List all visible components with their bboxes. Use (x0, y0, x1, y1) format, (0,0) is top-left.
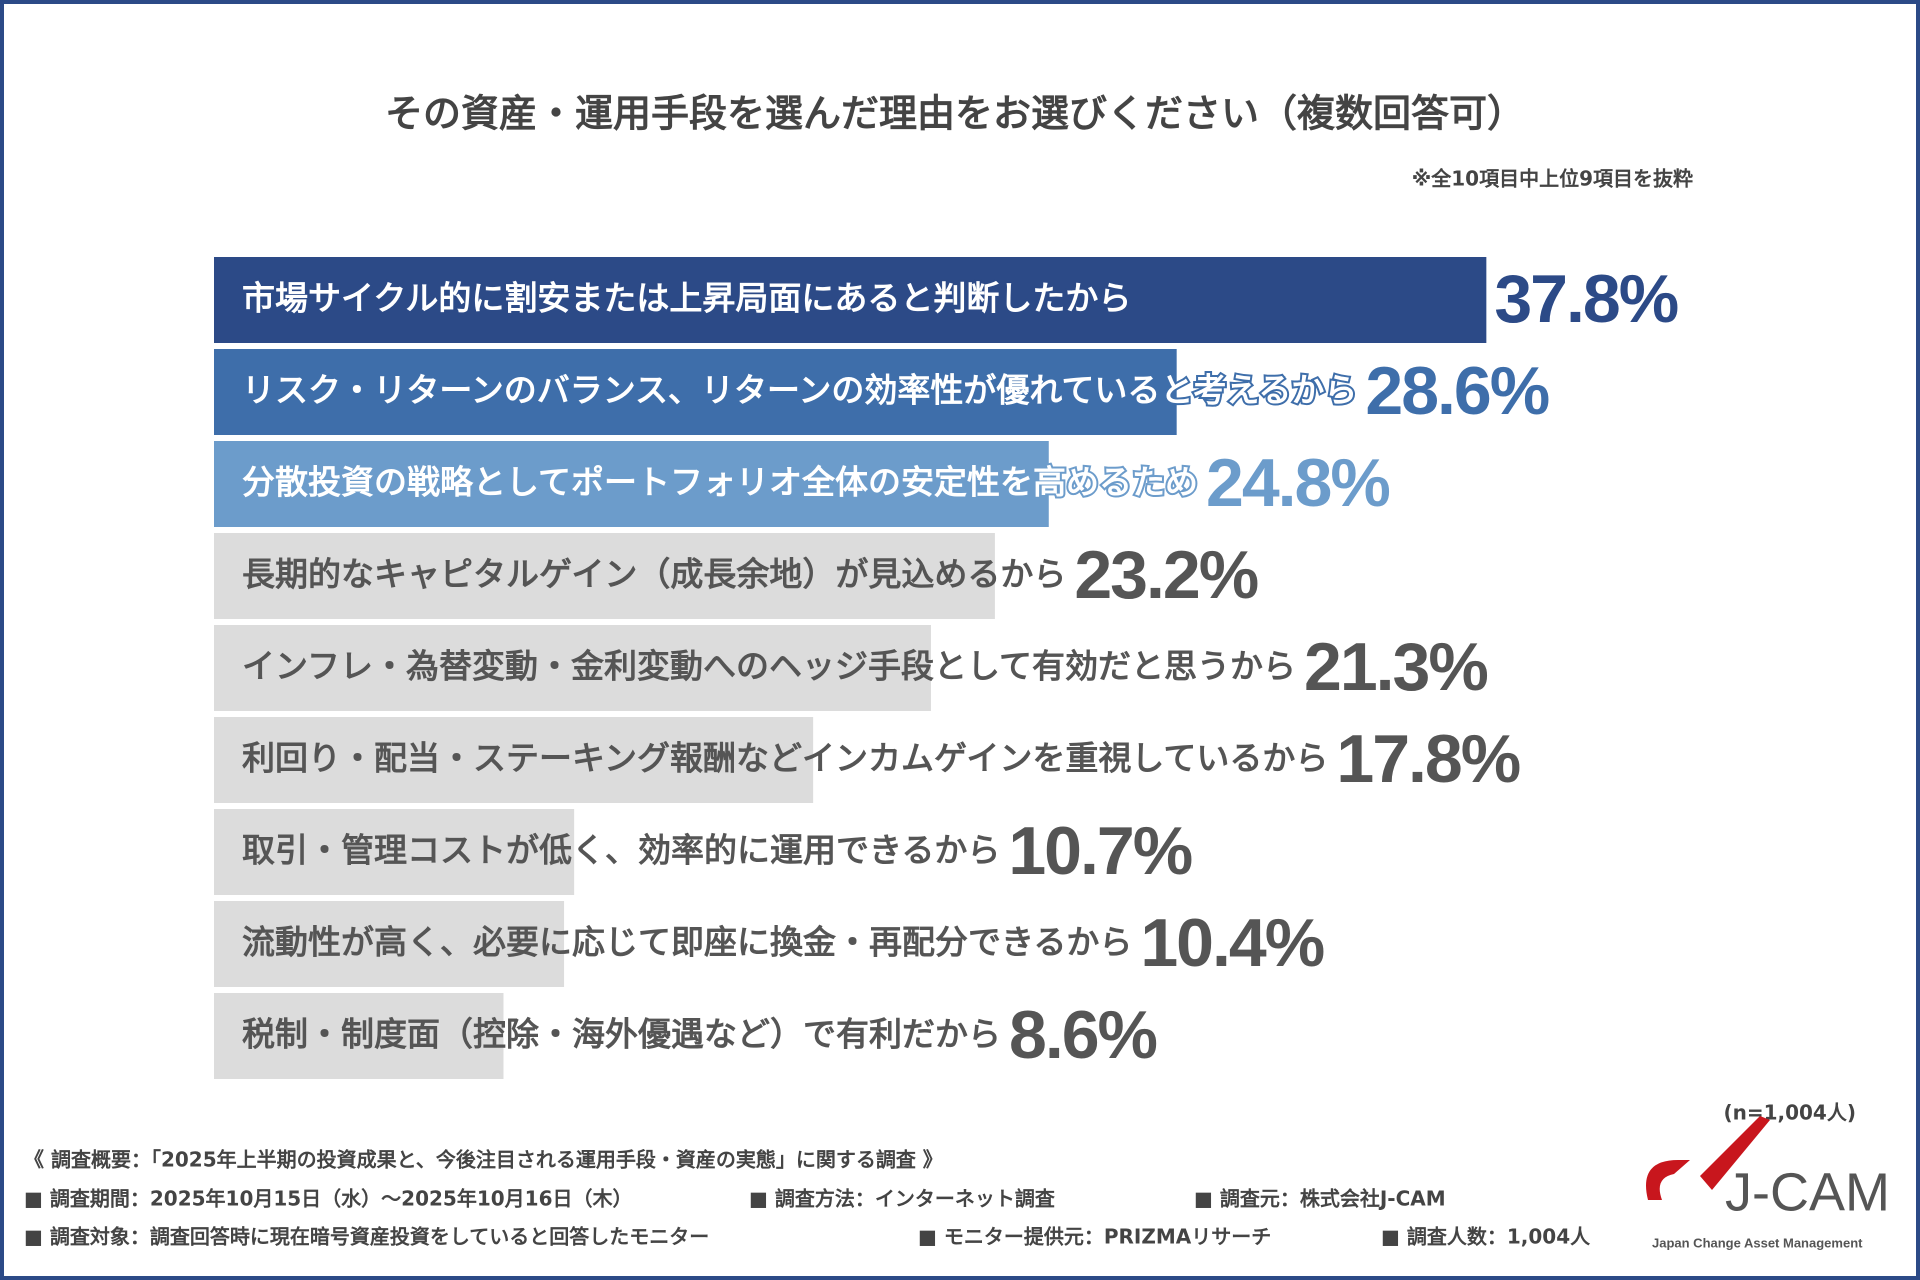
bar (214, 533, 995, 619)
category-label: 税制・制度面（控除・海外優遇など）で有利だから (242, 1015, 1001, 1054)
survey-summary: 《 調査概要：「2025年上半期の投資成果と、今後注目される運用手段・資産の実態… (24, 1148, 943, 1172)
value-label: 10.4% (1140, 905, 1323, 981)
sample-size: (n=1,004人) (1723, 1101, 1856, 1125)
value-label: 23.2% (1074, 537, 1257, 613)
category-label: 取引・管理コストが低く、効率的に運用できるから (242, 831, 1000, 870)
value-label: 17.8% (1336, 721, 1519, 797)
logo-name: J-CAM (1725, 1162, 1890, 1222)
category-label: 分散投資の戦略としてポートフォリオ全体の安定性を高めるため (242, 463, 1198, 502)
chart-title: その資産・運用手段を選んだ理由をお選びください（複数回答可） (385, 92, 1525, 136)
value-label: 37.8% (1494, 261, 1677, 337)
logo: J-CAM Japan Change Asset Management (1646, 1116, 1890, 1250)
category-label: インフレ・為替変動・金利変動へのヘッジ手段として有効だと思うから (242, 647, 1296, 686)
logo-mark (1646, 1116, 1770, 1200)
bar (214, 441, 1049, 527)
category-label: 利回り・配当・ステーキング報酬などインカムゲインを重視しているから (242, 739, 1328, 778)
survey-info: ■ 調査方法：インターネット調査 (749, 1187, 1055, 1211)
bar (214, 901, 565, 987)
value-label: 28.6% (1365, 353, 1548, 429)
logo-tagline: Japan Change Asset Management (1652, 1235, 1863, 1250)
bar (214, 993, 504, 1079)
survey-info: ■ モニター提供元：PRIZMAリサーチ (918, 1225, 1271, 1249)
bar (214, 717, 814, 803)
bar (214, 257, 1487, 343)
survey-info: ■ 調査対象：調査回答時に現在暗号資産投資をしていると回答したモニター (24, 1225, 709, 1249)
value-label: 8.6% (1009, 997, 1157, 1073)
category-label: 流動性が高く、必要に応じて即座に換金・再配分できるから (242, 923, 1132, 962)
survey-info: ■ 調査元：株式会社J-CAM (1194, 1187, 1446, 1211)
bar (214, 349, 1177, 435)
category-label: 市場サイクル的に割安または上昇局面にあると判断したから (242, 279, 1131, 318)
bar (214, 809, 575, 895)
value-label: 24.8% (1206, 445, 1389, 521)
bar (214, 625, 931, 711)
category-label: リスク・リターンのバランス、リターンの効率性が優れていると考えるから (242, 371, 1357, 410)
value-label: 10.7% (1008, 813, 1191, 889)
note: ※全10項目中上位9項目を抜粋 (1412, 167, 1693, 191)
survey-info: ■ 調査期間：2025年10月15日（水）～2025年10月16日（木） (24, 1187, 633, 1211)
category-label: 長期的なキャピタルゲイン（成長余地）が見込めるから (242, 555, 1066, 594)
survey-info: ■ 調査人数：1,004人 (1381, 1225, 1591, 1249)
value-label: 21.3% (1304, 629, 1487, 705)
